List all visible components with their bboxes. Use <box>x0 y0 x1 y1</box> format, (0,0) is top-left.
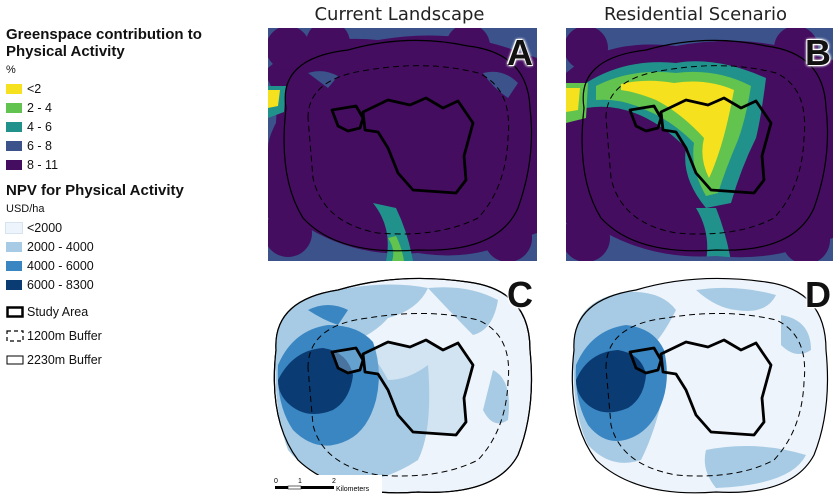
npv-class-label-0: <2000 <box>27 220 63 235</box>
greenspace-class-label-3: 6 - 8 <box>27 138 53 153</box>
panel-letter-a: A <box>507 32 533 73</box>
boundary-legend: Study Area 1200m Buffer 2230m Buffer <box>6 300 261 372</box>
greenspace-class-0: <2 <box>6 79 261 98</box>
npv-class-1: 2000 - 4000 <box>6 237 261 256</box>
legend-2230m-buffer-label: 2230m Buffer <box>27 353 102 367</box>
scale-bar: 0 1 2 Kilometers <box>272 475 382 497</box>
npv-class-label-1: 2000 - 4000 <box>27 239 94 254</box>
panel-letter-b: B <box>805 32 831 73</box>
npv-swatch-0 <box>5 221 23 234</box>
greenspace-swatch-2 <box>6 121 22 132</box>
legend-study-area: Study Area <box>6 300 261 324</box>
npv-class-list: <2000 2000 - 4000 4000 - 6000 6000 - 8300 <box>5 218 261 294</box>
map-panel-b: B <box>566 28 833 261</box>
greenspace-class-label-0: <2 <box>27 81 42 96</box>
map-b-graphic <box>566 28 833 261</box>
greenspace-unit: % <box>6 64 16 76</box>
scale-tick-2: 2 <box>332 478 336 485</box>
npv-class-3: 6000 - 8300 <box>6 275 261 294</box>
greenspace-swatch-0 <box>6 83 22 94</box>
greenspace-class-4: 8 - 11 <box>6 155 261 174</box>
column-title-current: Current Landscape <box>314 4 485 25</box>
legend-2230m-buffer: 2230m Buffer <box>6 348 261 372</box>
npv-swatch-1 <box>6 241 22 252</box>
scale-tick-0: 0 <box>274 478 278 485</box>
npv-swatch-2 <box>6 260 22 271</box>
study-area-symbol <box>6 306 24 318</box>
greenspace-class-3: 6 - 8 <box>6 136 261 155</box>
1200m-buffer-symbol <box>6 330 24 342</box>
greenspace-class-2: 4 - 6 <box>6 117 261 136</box>
map-legend: Greenspace contribution to Physical Acti… <box>5 26 261 372</box>
greenspace-swatch-4 <box>6 159 22 170</box>
greenspace-class-1: 2 - 4 <box>6 98 261 117</box>
greenspace-swatch-1 <box>6 102 22 113</box>
greenspace-swatch-3 <box>6 140 22 151</box>
map-panel-d: D <box>566 270 833 498</box>
legend-1200m-buffer-label: 1200m Buffer <box>27 329 102 343</box>
npv-class-label-3: 6000 - 8300 <box>27 277 94 292</box>
scale-bar-graphic: 0 1 2 Kilometers <box>274 478 370 493</box>
map-d-graphic <box>566 270 833 498</box>
scale-tick-1: 1 <box>298 478 302 485</box>
npv-class-2: 4000 - 6000 <box>6 256 261 275</box>
map-panel-c: C <box>268 270 537 498</box>
npv-class-label-2: 4000 - 6000 <box>27 258 94 273</box>
2230m-buffer-symbol <box>6 355 24 365</box>
greenspace-legend-title: Greenspace contribution to Physical Acti… <box>6 26 261 60</box>
scale-unit: Kilometers <box>336 486 370 493</box>
legend-study-area-label: Study Area <box>27 305 89 319</box>
npv-swatch-3 <box>6 279 22 290</box>
map-c-graphic <box>268 270 537 498</box>
greenspace-class-label-4: 8 - 11 <box>27 157 59 172</box>
legend-1200m-buffer: 1200m Buffer <box>6 324 261 348</box>
npv-legend-title: NPV for Physical Activity <box>6 182 184 199</box>
npv-unit: USD/ha <box>6 203 45 215</box>
greenspace-class-list: <2 2 - 4 4 - 6 6 - 8 8 - 11 <box>6 79 261 174</box>
greenspace-legend-title-line1: Greenspace contribution to <box>6 26 202 43</box>
npv-class-0: <2000 <box>5 218 261 237</box>
greenspace-class-label-1: 2 - 4 <box>27 100 53 115</box>
panel-letter-d: D <box>805 274 831 315</box>
map-a-graphic <box>268 28 537 261</box>
greenspace-legend-title-line2: Physical Activity <box>6 43 125 60</box>
map-panel-a: A <box>268 28 537 261</box>
greenspace-class-label-2: 4 - 6 <box>27 119 53 134</box>
panel-letter-c: C <box>507 274 533 315</box>
column-title-residential: Residential Scenario <box>603 4 788 25</box>
